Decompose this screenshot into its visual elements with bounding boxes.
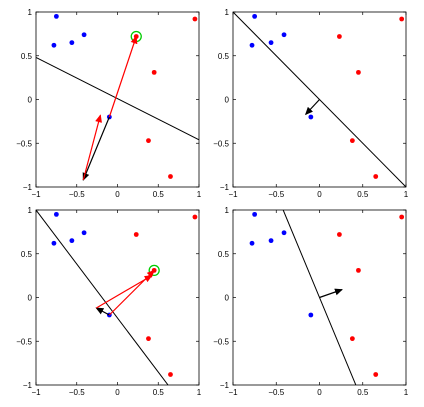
data-point bbox=[249, 42, 255, 48]
y-tick-label: −0.5 bbox=[16, 139, 32, 148]
update-arrow bbox=[108, 35, 138, 118]
data-point bbox=[399, 214, 405, 220]
data-point bbox=[268, 40, 274, 46]
x-tick-label: −1 bbox=[31, 190, 41, 199]
data-point bbox=[168, 174, 173, 179]
data-point bbox=[336, 34, 342, 39]
x-tick-label: −0.5 bbox=[268, 388, 284, 397]
x-tick-label: 1 bbox=[197, 388, 202, 397]
y-tick-label: 1 bbox=[28, 8, 33, 17]
y-tick-label: 1 bbox=[225, 206, 230, 215]
y-tick-label: 1 bbox=[225, 8, 230, 17]
x-tick-label: 0 bbox=[317, 190, 322, 199]
update-arrow bbox=[96, 275, 153, 309]
data-point bbox=[146, 138, 151, 144]
data-point bbox=[53, 211, 59, 217]
x-tick-label: 0 bbox=[115, 388, 120, 397]
y-tick-label: 0.5 bbox=[218, 52, 230, 61]
x-tick-label: 0.5 bbox=[357, 388, 369, 397]
y-tick-label: 0.5 bbox=[218, 250, 230, 259]
y-tick-label: 0.5 bbox=[21, 52, 33, 61]
data-point bbox=[51, 240, 57, 246]
y-tick-label: 0.5 bbox=[21, 250, 33, 259]
data-point bbox=[146, 336, 151, 342]
data-point bbox=[151, 69, 157, 75]
data-point bbox=[281, 230, 287, 236]
panel-3: −1 −0.5 0 0.5 1 −1 −0.5 0 0.5 1 bbox=[16, 206, 202, 397]
data-point bbox=[69, 40, 75, 46]
data-point bbox=[399, 16, 405, 22]
panel-1: −1 −0.5 0 0.5 1 −1 −0.5 0 0.5 1 bbox=[16, 8, 202, 199]
y-tick-label: −0.5 bbox=[213, 337, 229, 346]
y-tick-label: −1 bbox=[23, 381, 33, 390]
y-tick-label: −1 bbox=[220, 183, 230, 192]
data-point bbox=[192, 16, 198, 22]
panel-2: −1 −0.5 0 0.5 1 −1 −0.5 0 0.5 1 bbox=[213, 8, 409, 199]
decision-boundary bbox=[36, 210, 169, 385]
data-point bbox=[336, 232, 342, 237]
y-tick-label: −0.5 bbox=[16, 337, 32, 346]
data-point bbox=[349, 336, 355, 342]
data-point bbox=[308, 114, 314, 120]
x-tick-label: −0.5 bbox=[69, 388, 85, 397]
y-tick-label: −1 bbox=[220, 381, 230, 390]
data-point bbox=[268, 238, 274, 244]
update-arrow bbox=[82, 114, 102, 181]
data-point bbox=[53, 13, 59, 19]
weight-vector-arrow bbox=[319, 288, 343, 299]
data-point bbox=[249, 240, 255, 246]
y-tick-label: 0 bbox=[28, 294, 33, 303]
x-tick-label: −1 bbox=[31, 388, 41, 397]
x-tick-label: −1 bbox=[228, 190, 238, 199]
y-tick-label: −1 bbox=[23, 183, 33, 192]
x-tick-label: −0.5 bbox=[268, 190, 284, 199]
data-point bbox=[69, 238, 75, 244]
x-tick-label: 1 bbox=[404, 388, 409, 397]
data-point bbox=[308, 312, 314, 318]
decision-boundary bbox=[36, 57, 199, 141]
axes-frame bbox=[35, 11, 200, 188]
y-tick-label: 1 bbox=[28, 206, 33, 215]
data-point bbox=[356, 267, 361, 273]
y-tick-label: 0 bbox=[225, 96, 230, 105]
data-point bbox=[168, 372, 173, 377]
data-point bbox=[252, 211, 258, 217]
weight-vector-arrow bbox=[82, 116, 110, 181]
y-tick-label: 0 bbox=[28, 96, 33, 105]
data-point bbox=[81, 32, 87, 38]
data-point bbox=[349, 138, 355, 144]
weight-vector-arrow bbox=[304, 99, 320, 116]
x-tick-label: 0 bbox=[317, 388, 322, 397]
axes-frame bbox=[35, 209, 200, 386]
data-point bbox=[192, 214, 198, 220]
data-point bbox=[81, 230, 87, 236]
y-tick-label: 0 bbox=[225, 294, 230, 303]
weight-vector-arrow bbox=[95, 307, 110, 316]
data-point bbox=[133, 232, 139, 237]
data-point bbox=[51, 42, 57, 48]
x-tick-label: 1 bbox=[197, 190, 202, 199]
x-tick-label: 0.5 bbox=[153, 388, 165, 397]
x-tick-label: 1 bbox=[404, 190, 409, 199]
panel-4: −1 −0.5 0 0.5 1 −1 −0.5 0 0.5 1 bbox=[213, 206, 409, 397]
data-point bbox=[373, 372, 379, 377]
y-tick-label: −0.5 bbox=[213, 139, 229, 148]
update-arrow bbox=[108, 269, 155, 316]
data-point bbox=[356, 69, 361, 75]
x-tick-label: −1 bbox=[228, 388, 238, 397]
x-tick-label: 0.5 bbox=[153, 190, 165, 199]
data-point bbox=[373, 174, 379, 179]
data-point bbox=[252, 13, 258, 19]
x-tick-label: −0.5 bbox=[69, 190, 85, 199]
data-point bbox=[281, 32, 287, 38]
x-tick-label: 0.5 bbox=[357, 190, 369, 199]
x-tick-label: 0 bbox=[115, 190, 120, 199]
